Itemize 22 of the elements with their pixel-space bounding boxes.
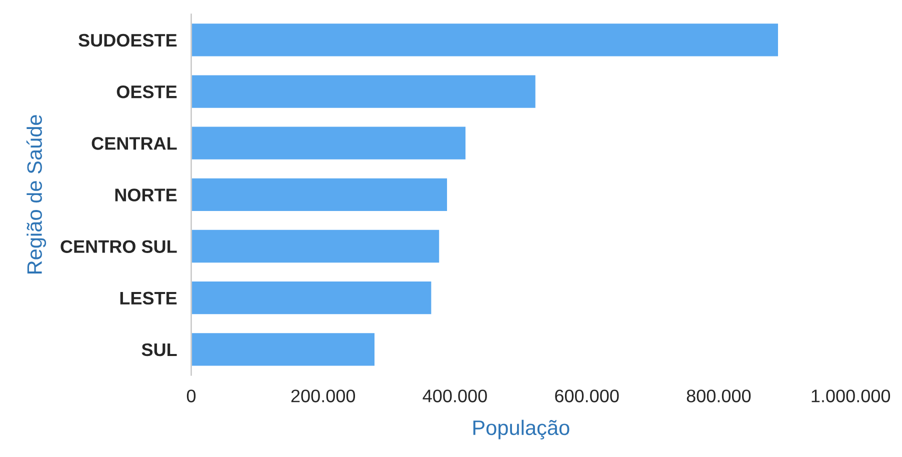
- x-tick-label: 800.000: [686, 390, 751, 402]
- bar: [191, 22, 780, 58]
- y-axis-title: Região de Saúde: [26, 115, 46, 274]
- y-tick-label: CENTRAL: [92, 137, 177, 150]
- bar: [191, 176, 448, 212]
- bar: [191, 228, 440, 264]
- x-tick-label: 400.000: [422, 390, 487, 402]
- bar: [191, 125, 467, 161]
- x-tick-label: 1.000.000: [812, 390, 890, 402]
- bar: [191, 280, 433, 316]
- y-tick-label: SUDOESTE: [78, 34, 177, 47]
- x-axis-title: População: [473, 420, 570, 440]
- y-tick-label: SUL: [142, 343, 177, 356]
- y-tick-label: NORTE: [115, 188, 177, 202]
- y-tick-label: OESTE: [116, 85, 177, 98]
- x-tick-label: 200.000: [291, 390, 356, 402]
- bar: [191, 332, 376, 368]
- y-tick-label: LESTE: [120, 292, 177, 305]
- x-tick-label: 0: [186, 390, 196, 402]
- y-tick-label: CENTRO SUL: [60, 240, 177, 253]
- x-tick-label: 600.000: [555, 390, 619, 402]
- bar: [191, 74, 537, 110]
